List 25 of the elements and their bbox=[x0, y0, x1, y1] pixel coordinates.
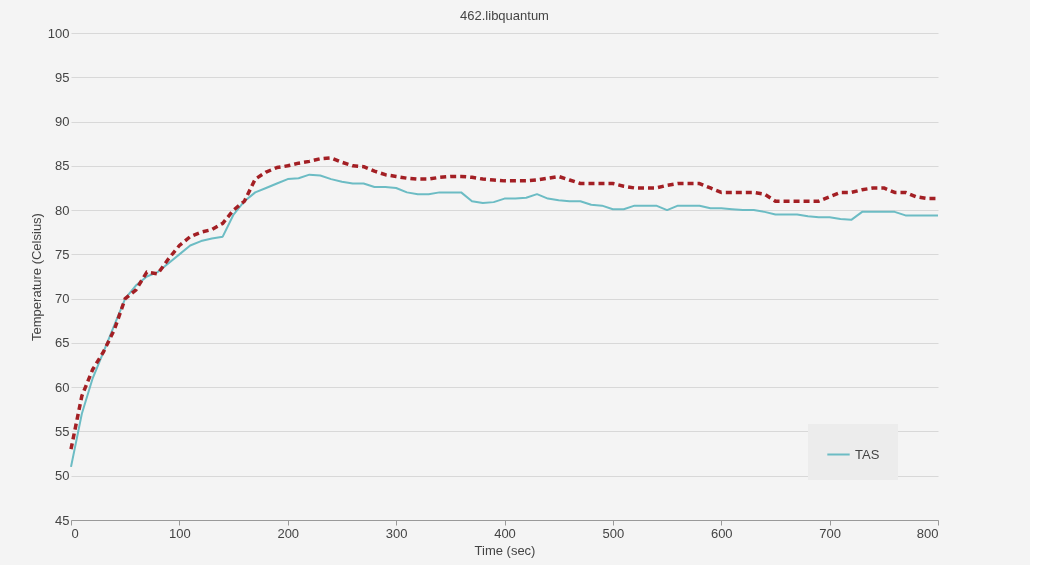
y-tick-label: 80 bbox=[55, 202, 70, 218]
y-axis-title: Temperature (Celsius) bbox=[28, 213, 44, 341]
x-tick-label: 400 bbox=[494, 525, 516, 541]
y-tick-label: 65 bbox=[55, 335, 70, 351]
legend-label: TAS bbox=[855, 446, 880, 462]
x-tick-label: 600 bbox=[710, 525, 733, 541]
y-tick-label: 45 bbox=[55, 512, 70, 528]
chart-title: 462.libquantum bbox=[460, 8, 549, 23]
x-axis-title: Time (sec) bbox=[474, 542, 536, 558]
x-tick-label: 800 bbox=[916, 525, 939, 541]
y-tick-label: 90 bbox=[55, 114, 70, 130]
x-tick-label: 700 bbox=[819, 525, 841, 541]
y-tick-label: 70 bbox=[55, 291, 70, 307]
y-tick-label: 95 bbox=[55, 69, 70, 85]
y-tick-label: 85 bbox=[55, 158, 70, 174]
x-tick-label: 100 bbox=[169, 525, 191, 541]
x-tick-label: 200 bbox=[277, 525, 300, 541]
y-tick-label: 55 bbox=[55, 423, 70, 439]
x-tick-label: 300 bbox=[385, 525, 408, 541]
y-tick-label: 100 bbox=[47, 25, 70, 41]
x-tick-label: 500 bbox=[602, 525, 625, 541]
y-tick-label: 75 bbox=[55, 246, 70, 262]
y-tick-label: 60 bbox=[55, 379, 70, 395]
y-tick-label: 50 bbox=[55, 468, 70, 484]
x-tick-label: 0 bbox=[71, 525, 79, 541]
